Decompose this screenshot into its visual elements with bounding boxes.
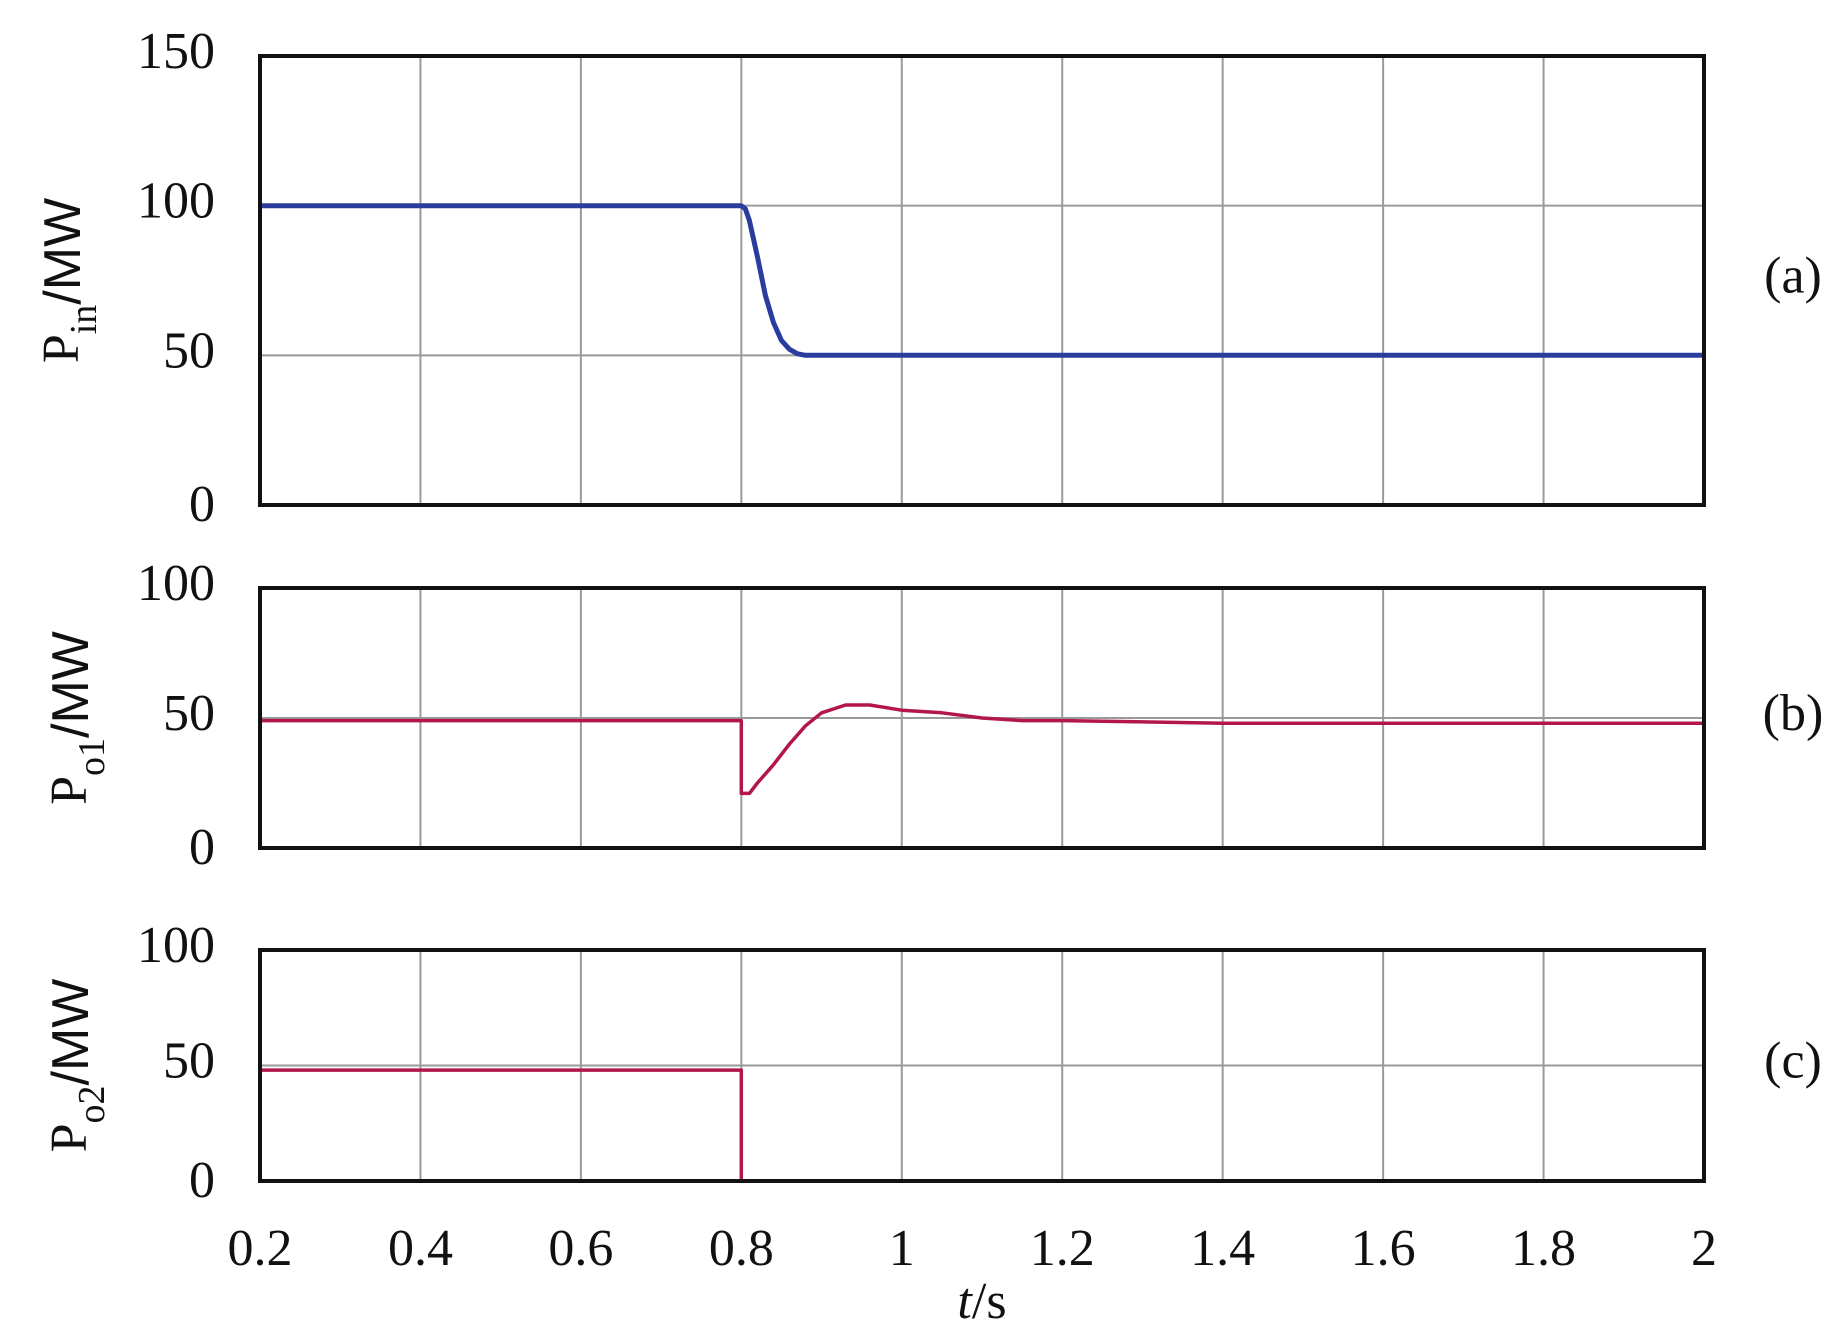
y-tick-label: 50 xyxy=(163,1032,215,1089)
y-tick-label: 0 xyxy=(189,1152,215,1209)
x-tick-label: 1.4 xyxy=(1190,1220,1255,1277)
x-tick-label: 1.2 xyxy=(1030,1220,1095,1277)
y-tick-label: 0 xyxy=(189,476,215,533)
data-line xyxy=(260,203,1704,358)
y-tick-label: 100 xyxy=(137,555,215,612)
panel-label: (a) xyxy=(1764,247,1822,304)
data-line xyxy=(260,703,1704,796)
x-tick-label: 1.8 xyxy=(1511,1220,1576,1277)
panel-label: (c) xyxy=(1764,1032,1822,1089)
x-tick-label: 0.8 xyxy=(709,1220,774,1277)
y-tick-label: 100 xyxy=(137,917,215,974)
x-tick-label: 2 xyxy=(1691,1220,1717,1277)
y-axis-label-part: o1 xyxy=(71,738,113,776)
y-axis-label-part: o2 xyxy=(71,1085,113,1123)
x-tick-label: 1 xyxy=(889,1220,915,1277)
y-axis-label-part: /MW xyxy=(34,198,92,305)
x-axis-label-part: /s xyxy=(972,1273,1007,1330)
plot-frame xyxy=(258,948,1706,1183)
x-tick-label: 0.4 xyxy=(388,1220,453,1277)
y-tick-label: 150 xyxy=(137,23,215,80)
y-axis-label: Pin/MW xyxy=(33,198,105,363)
x-axis-label-part: t xyxy=(957,1273,973,1330)
y-axis-label: Po2/MW xyxy=(41,979,113,1153)
plot-frame xyxy=(258,586,1706,850)
y-axis-label-part: P xyxy=(41,1123,98,1152)
y-axis-label-part: P xyxy=(33,334,90,363)
x-tick-label: 0.6 xyxy=(548,1220,613,1277)
y-axis-label: Po1/MW xyxy=(41,631,113,805)
x-axis-label: t/s xyxy=(957,1273,1006,1330)
x-tick-label: 1.6 xyxy=(1351,1220,1416,1277)
y-axis-label-part: P xyxy=(41,776,98,805)
y-axis-label-part: in xyxy=(63,305,105,335)
y-axis-label-part: /MW xyxy=(42,631,100,738)
plot-frame xyxy=(258,54,1706,507)
x-tick-label: 0.2 xyxy=(228,1220,293,1277)
y-tick-label: 50 xyxy=(163,685,215,742)
y-tick-label: 0 xyxy=(189,819,215,876)
y-axis-label-part: /MW xyxy=(42,979,100,1086)
y-tick-label: 50 xyxy=(163,322,215,379)
panel-label: (b) xyxy=(1763,685,1824,742)
y-tick-label: 100 xyxy=(137,173,215,230)
data-line xyxy=(260,1068,1704,1183)
